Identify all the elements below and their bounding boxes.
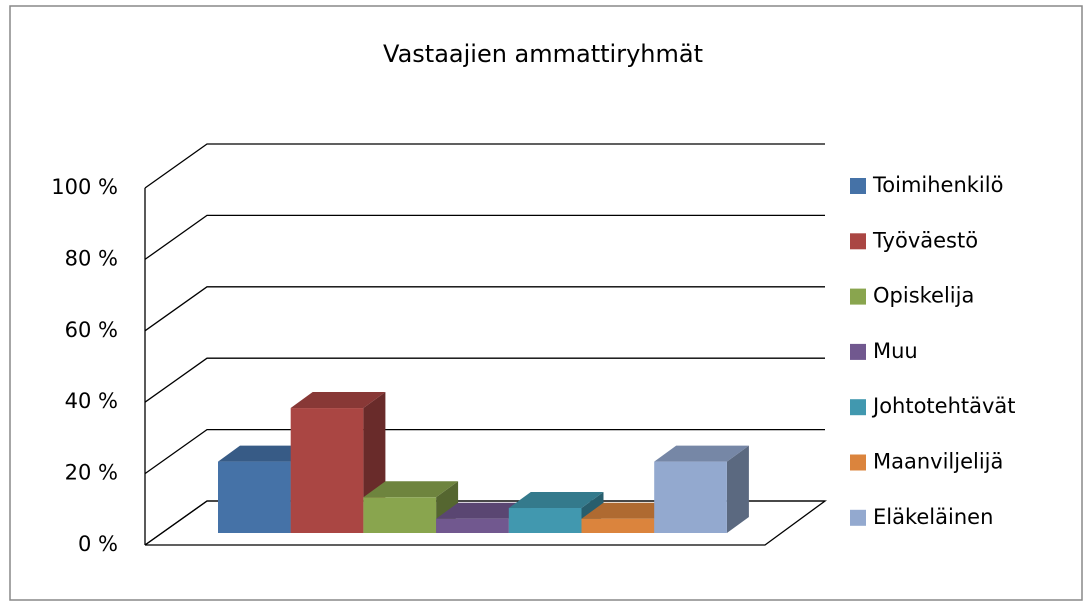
legend-swatch xyxy=(850,343,866,360)
legend-swatch xyxy=(850,399,866,416)
grid-line xyxy=(144,286,825,332)
grid-line xyxy=(144,214,825,260)
bar-top xyxy=(436,502,531,519)
legend-label: Toimihenkilö xyxy=(872,173,1003,197)
y-tick-label: 20 % xyxy=(65,461,118,485)
y-tick-label: 0 % xyxy=(78,532,118,556)
bar-top xyxy=(290,392,386,409)
bar xyxy=(581,518,655,533)
chart-title: Vastaajien ammattiryhmät xyxy=(383,40,703,68)
y-tick-label: 60 % xyxy=(65,318,118,342)
legend-label: Johtotehtävät xyxy=(871,394,1016,418)
bar xyxy=(508,508,582,533)
y-tick-label: 40 % xyxy=(65,389,118,413)
legend-swatch xyxy=(850,454,866,471)
bar xyxy=(363,497,437,533)
y-tick-label: 100 % xyxy=(51,175,118,199)
bar xyxy=(436,518,509,533)
grid-line xyxy=(144,428,825,475)
legend-swatch xyxy=(850,288,866,305)
legend-label: Työväestö xyxy=(872,228,978,252)
bar-side xyxy=(726,445,749,533)
grid-line xyxy=(144,357,825,403)
legend-label: Maanviljelijä xyxy=(873,450,1003,474)
legend-label: Muu xyxy=(873,339,918,363)
bar xyxy=(218,461,291,533)
legend-swatch xyxy=(850,509,866,526)
legend-swatch xyxy=(850,233,866,250)
bar-top xyxy=(218,445,313,462)
legend-label: Opiskelija xyxy=(873,284,974,308)
bar-top xyxy=(654,445,749,462)
bar xyxy=(290,408,364,533)
bar-top xyxy=(508,492,604,509)
legend-swatch xyxy=(850,178,866,194)
legend-label: Eläkeläinen xyxy=(873,505,993,529)
bar-top xyxy=(581,502,677,519)
bar-top xyxy=(363,481,459,498)
grid-line xyxy=(144,500,825,546)
bar xyxy=(654,461,727,533)
y-tick-label: 80 % xyxy=(65,246,118,270)
grid-line xyxy=(144,143,825,189)
